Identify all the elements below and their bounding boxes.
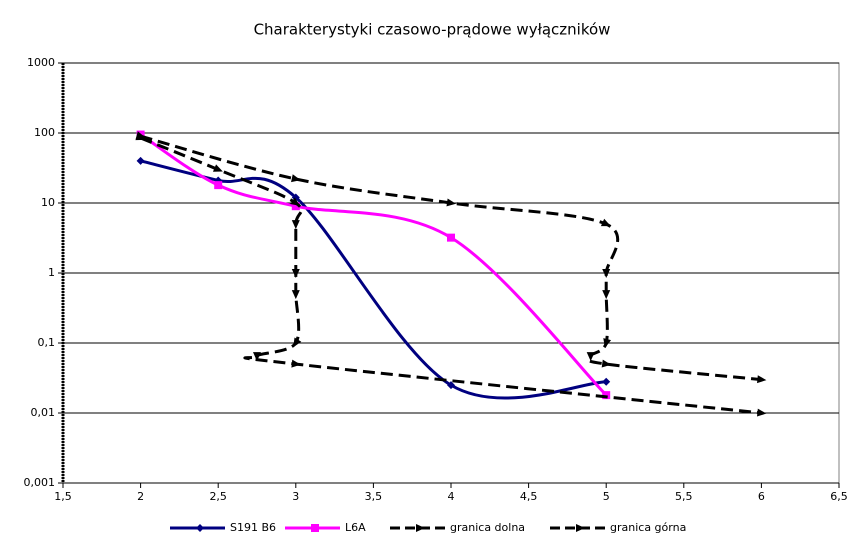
y-tick-label: 0,01 xyxy=(31,406,56,419)
marker xyxy=(576,524,585,532)
marker xyxy=(602,377,611,386)
marker xyxy=(291,359,301,368)
marker xyxy=(311,524,319,532)
y-tick-label: 10 xyxy=(41,196,55,209)
marker xyxy=(757,375,767,384)
legend-label: granica górna xyxy=(610,521,686,534)
marker xyxy=(291,269,300,278)
y-tick-label: 100 xyxy=(34,126,55,139)
marker xyxy=(600,218,611,227)
marker xyxy=(603,338,612,348)
marker xyxy=(416,524,425,532)
x-tick-label: 6,5 xyxy=(830,490,848,503)
x-tick-label: 2,5 xyxy=(209,490,227,503)
x-tick-label: 4 xyxy=(448,490,455,503)
marker xyxy=(293,337,302,348)
x-tick-label: 1,5 xyxy=(54,490,72,503)
x-tick-label: 6 xyxy=(758,490,765,503)
marker xyxy=(602,391,611,400)
marker xyxy=(447,233,455,242)
marker xyxy=(601,359,612,368)
marker xyxy=(291,202,300,211)
chart-title: Charakterystyki czasowo-prądowe wyłączni… xyxy=(254,21,611,39)
marker xyxy=(135,131,146,139)
marker xyxy=(291,290,300,300)
marker xyxy=(136,156,145,165)
marker xyxy=(602,290,611,300)
series-line xyxy=(139,133,608,397)
marker xyxy=(214,181,223,190)
x-tick-label: 3,5 xyxy=(365,490,383,503)
marker xyxy=(290,197,300,206)
y-tick-label: 0,001 xyxy=(24,476,56,489)
legend-label: granica dolna xyxy=(450,521,525,534)
x-tick-label: 2 xyxy=(137,490,144,503)
x-tick-label: 5 xyxy=(603,490,610,503)
marker xyxy=(446,198,456,207)
y-tick-label: 1000 xyxy=(27,56,55,69)
marker xyxy=(447,381,455,390)
x-tick-label: 5,5 xyxy=(675,490,693,503)
marker xyxy=(757,408,767,417)
marker xyxy=(586,352,595,362)
legend-label: S191 B6 xyxy=(230,521,276,534)
marker xyxy=(602,269,611,278)
y-tick-label: 1 xyxy=(48,266,55,279)
legend-label: L6A xyxy=(345,521,366,534)
x-tick-label: 3 xyxy=(292,490,299,503)
marker xyxy=(253,352,261,362)
series-line xyxy=(140,136,762,415)
marker xyxy=(291,174,301,183)
marker xyxy=(212,164,223,172)
y-tick-label: 0,1 xyxy=(38,336,56,349)
marker xyxy=(196,524,204,532)
marker xyxy=(291,220,300,230)
x-tick-label: 4,5 xyxy=(520,490,538,503)
